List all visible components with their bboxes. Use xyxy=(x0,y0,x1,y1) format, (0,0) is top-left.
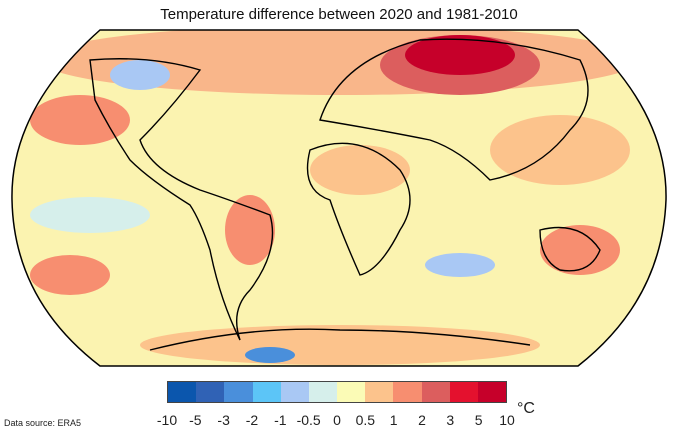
map-border xyxy=(11,29,667,367)
colorbar-tick-label: 2 xyxy=(418,412,426,428)
colorbar-segment xyxy=(449,382,478,402)
colorbar-tick-label: -3 xyxy=(217,412,230,428)
data-source-label: Data source: ERA5 xyxy=(4,418,82,428)
colorbar-tick-label: 1 xyxy=(389,412,398,428)
colorbar-tick-label: -1 xyxy=(274,412,287,428)
colorbar-segment xyxy=(280,382,309,402)
colorbar-segment xyxy=(252,382,281,402)
colorbar-tick-label: -10 xyxy=(156,412,178,428)
colorbar-tick-label: 0.5 xyxy=(355,412,376,428)
colorbar-segment xyxy=(337,382,366,402)
colorbar-segment xyxy=(421,382,450,402)
colorbar-tick-label: -0.5 xyxy=(296,412,321,428)
colorbar-tick-label: 5 xyxy=(474,412,483,428)
colorbar-segment xyxy=(308,382,338,402)
canada-cool-region xyxy=(110,60,170,90)
coastlines xyxy=(89,38,601,351)
colorbar-segment xyxy=(365,382,394,402)
colorbar-tick-label: -2 xyxy=(245,412,259,428)
colorbar-unit: °C xyxy=(517,400,535,417)
siberia-hotspot xyxy=(405,35,515,75)
colorbar-tick-label: 10 xyxy=(499,412,515,428)
colorbar-segment xyxy=(477,382,507,402)
colorbar-segment xyxy=(224,382,253,402)
colorbar-tick-label: 3 xyxy=(446,412,455,428)
colorbar xyxy=(167,381,507,403)
map-title: Temperature difference between 2020 and … xyxy=(160,6,518,23)
colorbar-segment xyxy=(168,382,197,402)
colorbar-tick-label: 0 xyxy=(333,412,341,428)
colorbar-segment xyxy=(393,382,422,402)
colorbar-tick-label: -5 xyxy=(189,412,202,428)
colorbar-segment xyxy=(196,382,225,402)
